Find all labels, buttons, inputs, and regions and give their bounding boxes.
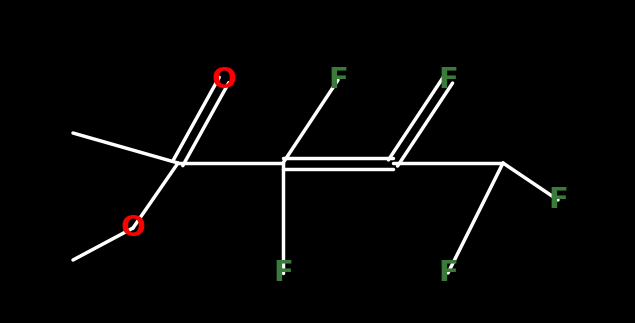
Text: F: F [273, 259, 293, 287]
Text: O: O [121, 214, 145, 242]
Text: F: F [438, 66, 458, 94]
Text: F: F [438, 259, 458, 287]
Text: F: F [328, 66, 348, 94]
Text: F: F [548, 186, 568, 214]
Text: O: O [211, 66, 236, 94]
